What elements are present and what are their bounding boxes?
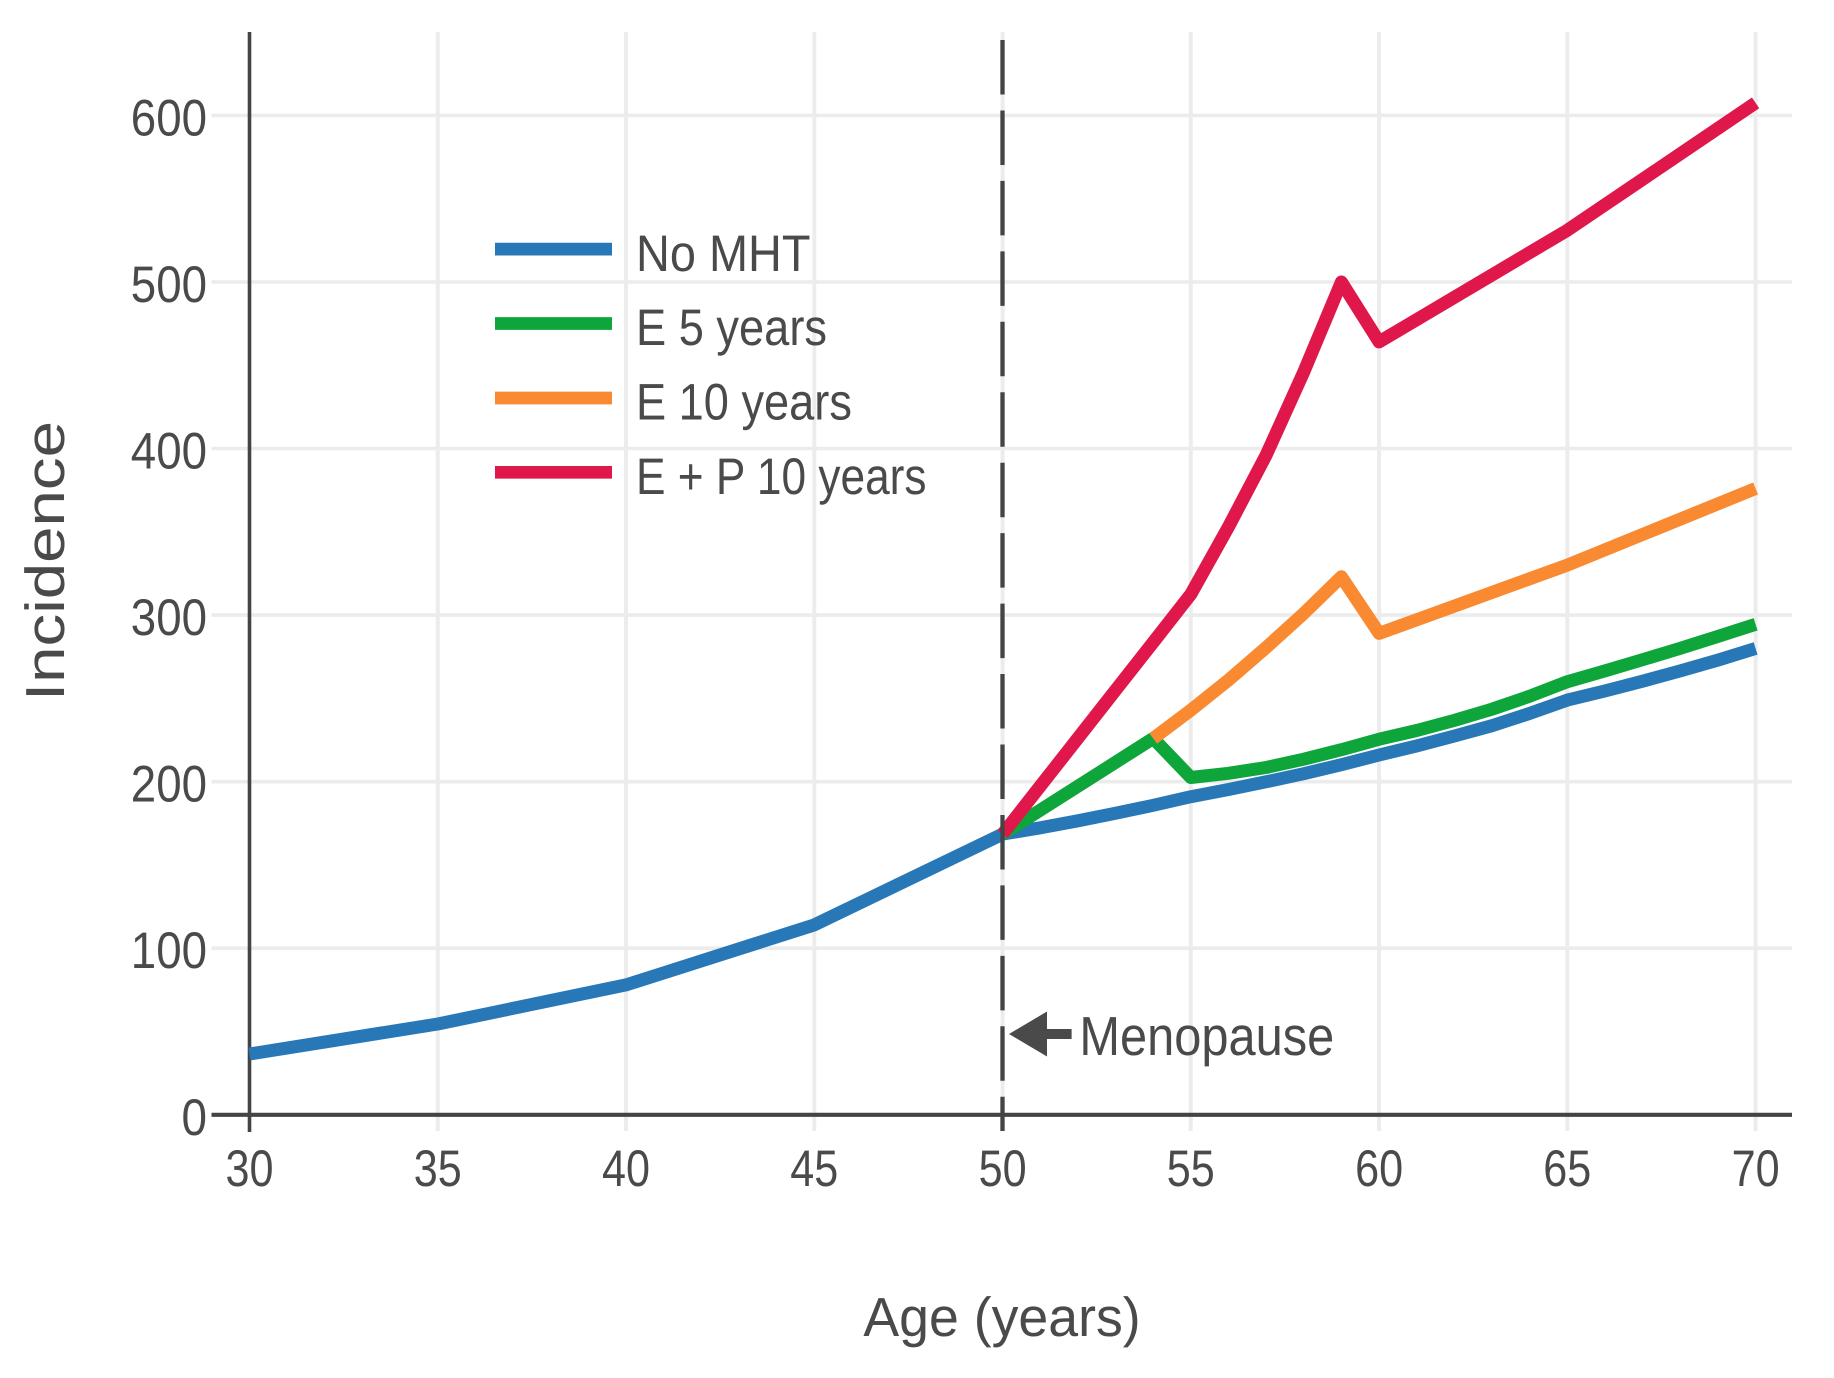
svg-text:0: 0	[182, 1088, 208, 1146]
svg-text:40: 40	[602, 1139, 650, 1197]
svg-text:E 10 years: E 10 years	[636, 373, 852, 431]
svg-text:70: 70	[1732, 1139, 1780, 1197]
svg-text:50: 50	[979, 1139, 1027, 1197]
svg-text:300: 300	[131, 588, 207, 646]
svg-text:600: 600	[131, 88, 207, 146]
svg-text:Incidence: Incidence	[14, 421, 76, 701]
svg-text:35: 35	[414, 1139, 462, 1197]
svg-text:100: 100	[131, 921, 207, 979]
svg-text:E + P 10 years: E + P 10 years	[636, 447, 927, 505]
svg-text:55: 55	[1167, 1139, 1215, 1197]
svg-text:60: 60	[1355, 1139, 1403, 1197]
svg-text:500: 500	[131, 255, 207, 313]
svg-text:200: 200	[131, 755, 207, 813]
svg-text:Menopause: Menopause	[1079, 1005, 1334, 1067]
svg-text:E 5 years: E 5 years	[636, 298, 827, 356]
svg-text:No MHT: No MHT	[636, 224, 811, 282]
svg-text:45: 45	[790, 1139, 838, 1197]
svg-text:Age (years): Age (years)	[863, 1286, 1140, 1348]
svg-text:65: 65	[1543, 1139, 1591, 1197]
svg-text:30: 30	[226, 1139, 274, 1197]
svg-text:400: 400	[131, 422, 207, 480]
